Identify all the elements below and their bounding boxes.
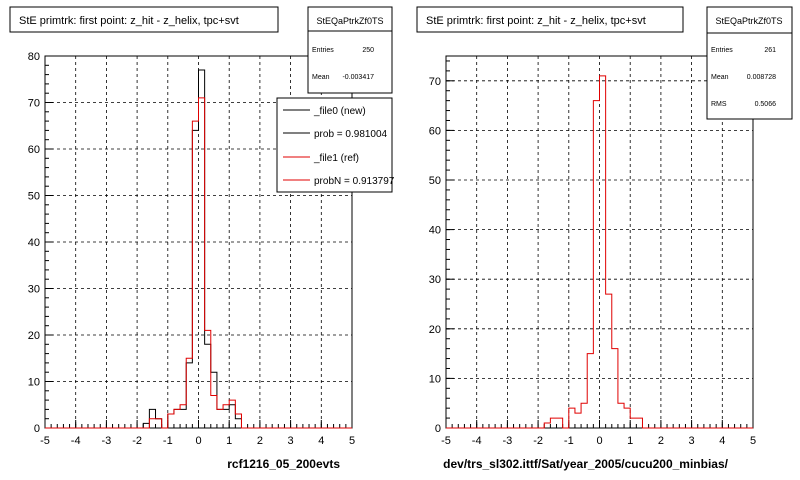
y-tick-label: 60 — [28, 144, 40, 156]
x-tick-label: 3 — [689, 435, 695, 447]
panel-left: StE primtrk: first point: z_hit - z_heli… — [9, 6, 395, 471]
histogram-series-1 — [45, 97, 352, 429]
y-tick-label: 60 — [429, 125, 441, 137]
y-tick-label: 30 — [28, 284, 40, 296]
y-tick-label: 0 — [34, 423, 40, 435]
y-tick-label: 70 — [28, 98, 40, 110]
panel-right: StE primtrk: first point: z_hit - z_heli… — [416, 6, 793, 471]
title: StE primtrk: first point: z_hit - z_heli… — [19, 15, 239, 27]
y-tick-label: 10 — [28, 377, 40, 389]
stats-value-mean: 0.008728 — [747, 74, 776, 81]
x-tick-label: -5 — [441, 435, 451, 447]
x-tick-label: -3 — [503, 435, 513, 447]
stats-value-mean: -0.003417 — [342, 74, 374, 81]
title-box — [416, 6, 684, 33]
stats-name: StEQaPtrkZf0TS — [316, 16, 383, 26]
x-tick-label: -1 — [564, 435, 574, 447]
y-tick-label: 0 — [435, 423, 441, 435]
y-tick-label: 10 — [429, 373, 441, 385]
y-tick-label: 70 — [429, 76, 441, 88]
x-tick-label: 4 — [719, 435, 725, 447]
y-tick-label: 40 — [28, 237, 40, 249]
x-tick-label: 2 — [658, 435, 664, 447]
x-tick-label: 0 — [195, 435, 201, 447]
legend-label-prob: prob = 0.981004 — [314, 129, 388, 140]
y-tick-label: 30 — [429, 274, 441, 286]
x-tick-label: -1 — [163, 435, 173, 447]
x-tick-label: 5 — [349, 435, 355, 447]
y-tick-label: 20 — [28, 330, 40, 342]
x-tick-label: 5 — [750, 435, 756, 447]
legend-label-new: _file0 (new) — [313, 106, 366, 117]
histogram-series-0 — [446, 75, 753, 429]
x-tick-label: 2 — [257, 435, 263, 447]
stats-value-entries: 250 — [362, 47, 374, 54]
title: StE primtrk: first point: z_hit - z_heli… — [426, 15, 646, 27]
stats-label-entries: Entries — [711, 47, 733, 54]
stats-value-entries: 261 — [764, 47, 776, 54]
title-box — [9, 6, 279, 33]
stats-box: StEQaPtrkZf0TS Entries 250 Mean -0.00341… — [307, 6, 393, 94]
x-tick-label: -4 — [71, 435, 81, 447]
x-tick-label: 4 — [318, 435, 324, 447]
x-axis-label: dev/trs_sl302.ittf/Sat/year_2005/cucu200… — [443, 457, 728, 471]
x-tick-label: -5 — [40, 435, 50, 447]
y-tick-label: 50 — [429, 175, 441, 187]
x-tick-label: -3 — [102, 435, 112, 447]
stats-name: StEQaPtrkZf0TS — [715, 16, 782, 26]
x-tick-label: 0 — [596, 435, 602, 447]
stats-label-entries: Entries — [312, 47, 334, 54]
x-tick-label: -2 — [132, 435, 142, 447]
histograms — [446, 75, 753, 429]
stats-value-rms: 0.5066 — [755, 101, 777, 108]
histograms — [45, 69, 352, 429]
legend-label-ref: _file1 (ref) — [313, 153, 359, 164]
y-tick-label: 80 — [28, 51, 40, 63]
x-tick-label: 3 — [288, 435, 294, 447]
stats-label-rms: RMS — [711, 101, 727, 108]
x-tick-label: 1 — [226, 435, 232, 447]
legend-label-probn: probN = 0.913797 — [314, 176, 395, 187]
stats-label-mean: Mean — [312, 74, 330, 81]
legend: _file0 (new) prob = 0.981004 _file1 (ref… — [276, 97, 395, 193]
stats-label-mean: Mean — [711, 74, 729, 81]
y-tick-label: 20 — [429, 324, 441, 336]
x-tick-label: -4 — [472, 435, 482, 447]
x-tick-label: -2 — [533, 435, 543, 447]
x-tick-label: 1 — [627, 435, 633, 447]
x-axis-label: rcf1216_05_200evts — [227, 457, 340, 471]
y-tick-label: 50 — [28, 191, 40, 203]
stats-box: StEQaPtrkZf0TS Entries 261 Mean 0.008728… — [706, 6, 793, 120]
y-tick-label: 40 — [429, 225, 441, 237]
